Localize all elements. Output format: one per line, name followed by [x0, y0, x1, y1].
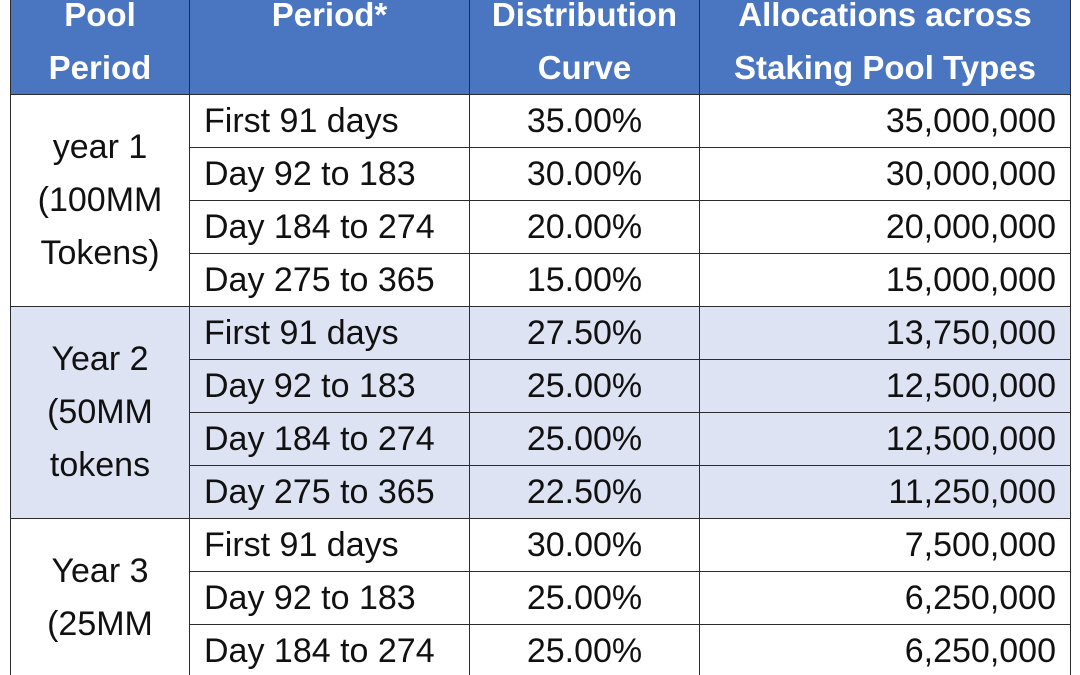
period-cell: Day 275 to 365 — [189, 253, 470, 307]
header-alloc-line1: Allocations across — [738, 0, 1032, 33]
distribution-curve-cell: 27.50% — [469, 306, 700, 360]
distribution-curve-cell: 30.00% — [469, 518, 700, 572]
pool-period-cell: Year 3 (25MM — [10, 518, 190, 675]
pool-period-cell: Year 2 (50MM tokens — [10, 306, 190, 519]
distribution-curve-cell: 25.00% — [469, 571, 700, 625]
allocation-cell: 30,000,000 — [699, 147, 1071, 201]
header-allocations: Allocations across Staking Pool Types — [699, 0, 1071, 95]
header-alloc-line2: Staking Pool Types — [734, 49, 1036, 86]
header-period-label: Period* — [271, 0, 388, 33]
header-pool-period-line1: Pool — [64, 0, 136, 33]
period-cell: First 91 days — [189, 306, 470, 360]
distribution-curve-cell: 22.50% — [469, 465, 700, 519]
table-row: year 1 (100MM Tokens) First 91 days 35.00% 35… — [10, 94, 1071, 307]
period-cell: Day 184 to 274 — [189, 200, 470, 254]
period-cell: Day 92 to 183 — [189, 359, 470, 413]
table-row: Year 3 (25MM First 91 days 30.00% 7,500,000 — [10, 518, 1071, 675]
pool-period-label-line: Year 2 — [51, 340, 149, 378]
pool-period-label-line: Year 3 — [51, 552, 149, 590]
table-row: Year 2 (50MM tokens First 91 days 27.50% 13,7… — [10, 306, 1071, 519]
table-header: Pool Period Period* Distribution Curve A… — [10, 0, 1071, 95]
header-distribution-curve: Distribution Curve — [469, 0, 700, 95]
header-row: Pool Period Period* Distribution Curve A… — [10, 0, 1071, 95]
pool-period-label-line: (25MM — [47, 605, 153, 643]
pool-period-label-line: year 1 — [52, 128, 148, 166]
period-cell: First 91 days — [189, 94, 470, 148]
table-row: Day 275 to 365 22.50% 11,250,000 — [11, 465, 1071, 519]
table-body: year 1 (100MM Tokens) First 91 days 35.00% 35… — [10, 94, 1071, 675]
header-pool-period: Pool Period — [10, 0, 190, 95]
table-row: Day 184 to 274 25.00% 6,250,000 — [11, 624, 1071, 675]
header-pool-period-line2: Period — [48, 49, 152, 86]
distribution-curve-cell: 25.00% — [469, 412, 700, 466]
pool-period-label-line: (50MM — [47, 393, 153, 431]
pool-period-label-line: tokens — [49, 446, 151, 484]
table-row: Day 92 to 183 25.00% 6,250,000 — [11, 571, 1071, 625]
allocation-cell: 6,250,000 — [699, 571, 1071, 625]
allocation-cell: 7,500,000 — [699, 518, 1071, 572]
allocation-cell: 12,500,000 — [699, 412, 1071, 466]
pool-period-label-line: (100MM — [37, 181, 163, 219]
distribution-curve-cell: 35.00% — [469, 94, 700, 148]
distribution-curve-cell: 30.00% — [469, 147, 700, 201]
allocation-cell: 6,250,000 — [699, 624, 1071, 675]
period-cell: Day 92 to 183 — [189, 147, 470, 201]
period-cell: First 91 days — [189, 518, 470, 572]
table-row: Day 184 to 274 25.00% 12,500,000 — [11, 412, 1071, 466]
distribution-curve-cell: 20.00% — [469, 200, 700, 254]
header-curve-line2: Curve — [537, 49, 632, 86]
distribution-curve-cell: 25.00% — [469, 624, 700, 675]
header-period: Period* — [189, 0, 470, 95]
period-cell: Day 275 to 365 — [189, 465, 470, 519]
header-curve-line1: Distribution — [491, 0, 678, 33]
distribution-curve-cell: 25.00% — [469, 359, 700, 413]
table-row: Day 92 to 183 25.00% 12,500,000 — [11, 359, 1071, 413]
period-cell: Day 184 to 274 — [189, 412, 470, 466]
period-cell: Day 92 to 183 — [189, 571, 470, 625]
pool-period-cell: year 1 (100MM Tokens) — [10, 94, 190, 307]
allocation-cell: 20,000,000 — [699, 200, 1071, 254]
staking-allocation-table: Pool Period Period* Distribution Curve A… — [10, 0, 1071, 675]
allocation-cell: 13,750,000 — [699, 306, 1071, 360]
period-cell: Day 184 to 274 — [189, 624, 470, 675]
table-row: Day 92 to 183 30.00% 30,000,000 — [11, 147, 1071, 201]
allocation-cell: 12,500,000 — [699, 359, 1071, 413]
allocation-cell: 35,000,000 — [699, 94, 1071, 148]
pool-period-label-line: Tokens) — [40, 234, 160, 272]
allocation-cell: 11,250,000 — [699, 465, 1071, 519]
allocation-cell: 15,000,000 — [699, 253, 1071, 307]
distribution-curve-cell: 15.00% — [469, 253, 700, 307]
